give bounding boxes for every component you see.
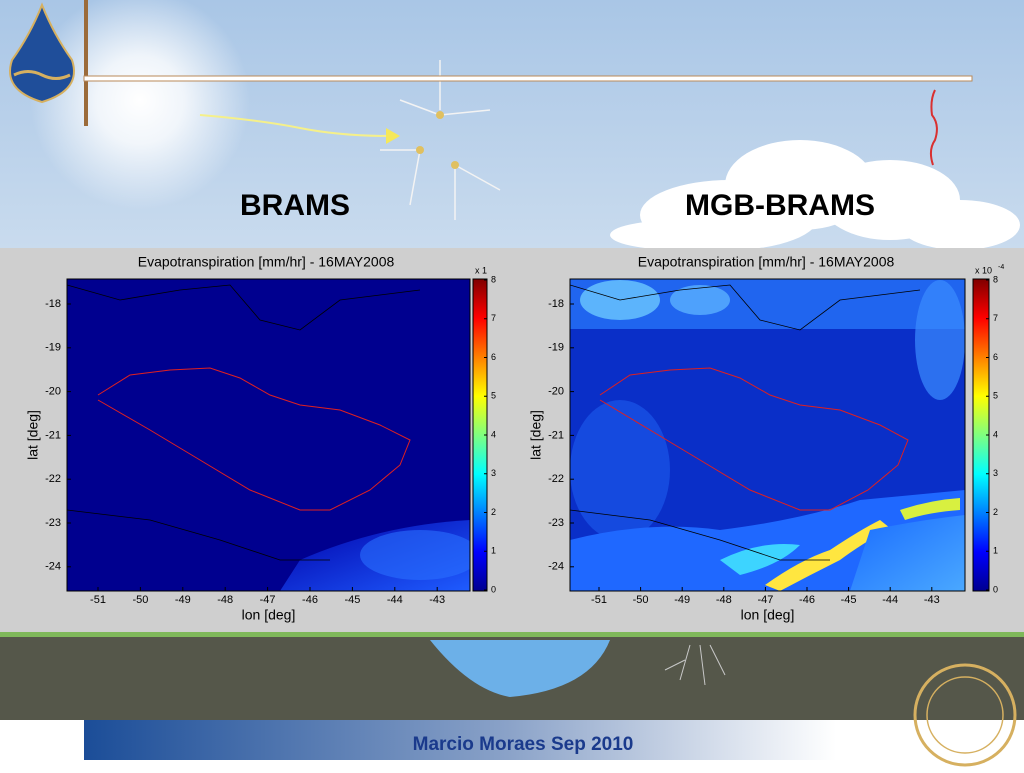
colorbar-tick-label: 2 xyxy=(993,507,998,517)
x-tick-label: -51 xyxy=(90,594,106,606)
colorbar-tick-label: 4 xyxy=(993,429,998,439)
y-tick-label: -24 xyxy=(45,561,61,573)
x-tick-label: -49 xyxy=(175,594,191,606)
lake xyxy=(430,640,610,697)
x-tick-label: -45 xyxy=(344,594,360,606)
accent-vertical xyxy=(84,0,88,126)
x-tick-label: -45 xyxy=(841,594,857,606)
colorbar-multiplier: x 10 xyxy=(975,265,992,275)
colorbar-exponent: -4 xyxy=(998,264,1004,271)
map-left xyxy=(67,279,470,591)
x-tick-label: -43 xyxy=(429,594,445,606)
footer-text: Marcio Moraes Sep 2010 xyxy=(413,734,634,755)
x-label: lon [deg] xyxy=(741,607,795,623)
y-label: lat [deg] xyxy=(528,410,544,460)
x-tick-label: -44 xyxy=(387,594,403,606)
x-tick-label: -48 xyxy=(716,594,732,606)
footer-bar xyxy=(84,720,1024,760)
seal xyxy=(913,663,1017,767)
sun xyxy=(30,0,250,210)
heat-line xyxy=(929,89,938,166)
heading: MGB-BRAMS xyxy=(685,189,875,222)
y-label: lat [deg] xyxy=(25,410,41,460)
x-tick-label: -50 xyxy=(633,594,649,606)
x-tick-label: -50 xyxy=(132,594,148,606)
seal xyxy=(926,676,1004,754)
x-tick-label: -47 xyxy=(260,594,276,606)
y-tick-label: -18 xyxy=(45,298,61,310)
y-tick-label: -20 xyxy=(45,386,61,398)
colorbar-tick-label: 1 xyxy=(491,546,496,556)
molecules xyxy=(380,60,501,220)
arrow xyxy=(386,128,400,144)
colorbar-tick-label: 5 xyxy=(491,391,496,401)
y-tick-label: -20 xyxy=(548,386,564,398)
logo xyxy=(9,2,75,104)
panel-title: Evapotranspiration [mm/hr] - 16MAY2008 xyxy=(638,254,895,270)
x-tick-label: -51 xyxy=(591,594,607,606)
colorbar-tick-label: 6 xyxy=(491,352,496,362)
y-tick-label: -18 xyxy=(548,298,564,310)
ray xyxy=(199,114,391,137)
roots xyxy=(664,644,726,686)
heading: BRAMS xyxy=(240,189,350,222)
cloud xyxy=(610,140,1020,250)
colorbar-tick-label: 4 xyxy=(491,429,496,439)
colorbar-multiplier: x 1 xyxy=(475,265,487,275)
colorbar-tick-label: 6 xyxy=(993,352,998,362)
colorbar-tick-label: 7 xyxy=(993,313,998,323)
panel-title: Evapotranspiration [mm/hr] - 16MAY2008 xyxy=(138,254,395,270)
x-tick-label: -46 xyxy=(302,594,318,606)
colorbar-tick-label: 0 xyxy=(491,584,496,594)
grass xyxy=(0,632,1024,637)
x-tick-label: -46 xyxy=(799,594,815,606)
colorbar-tick-label: 3 xyxy=(491,468,496,478)
x-tick-label: -49 xyxy=(674,594,690,606)
colorbar-tick-label: 0 xyxy=(993,584,998,594)
colorbar-tick-label: 8 xyxy=(993,274,998,284)
y-tick-label: -21 xyxy=(548,429,564,441)
x-tick-label: -48 xyxy=(217,594,233,606)
x-tick-label: -47 xyxy=(757,594,773,606)
x-tick-label: -44 xyxy=(882,594,898,606)
colorbar-tick-label: 8 xyxy=(491,274,496,284)
y-tick-label: -22 xyxy=(548,473,564,485)
colorbar-tick-label: 3 xyxy=(993,468,998,478)
x-tick-label: -43 xyxy=(924,594,940,606)
accent-horizontal xyxy=(83,75,973,82)
colorbar-tick-label: 7 xyxy=(491,313,496,323)
y-tick-label: -23 xyxy=(45,517,61,529)
colorbar-tick-label: 2 xyxy=(491,507,496,517)
colorbar-tick-label: 5 xyxy=(993,391,998,401)
y-tick-label: -22 xyxy=(45,473,61,485)
y-tick-label: -19 xyxy=(45,342,61,354)
y-tick-label: -23 xyxy=(548,517,564,529)
molecule-dots xyxy=(416,111,459,169)
y-tick-label: -24 xyxy=(548,561,564,573)
map-right xyxy=(570,279,965,591)
colorbar-tick-label: 1 xyxy=(993,546,998,556)
y-tick-label: -21 xyxy=(45,429,61,441)
y-tick-label: -19 xyxy=(548,342,564,354)
x-label: lon [deg] xyxy=(242,607,296,623)
